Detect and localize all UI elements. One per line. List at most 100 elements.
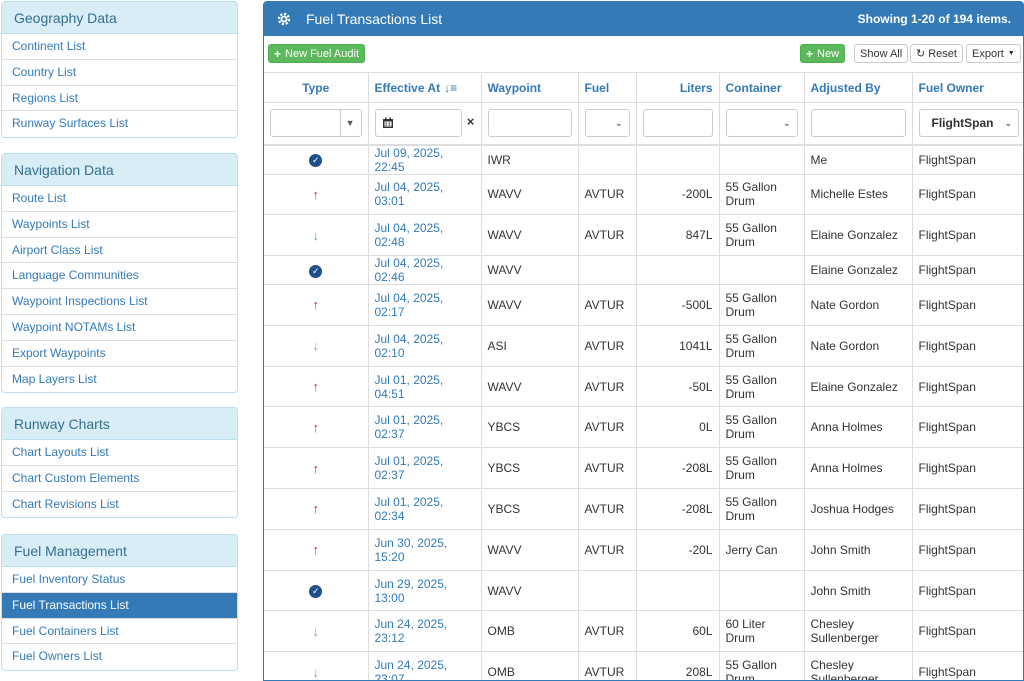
liters-cell: -200L — [636, 174, 720, 216]
column-header[interactable]: Container — [719, 72, 805, 103]
adjusted-by-cell: Elaine Gonzalez — [804, 214, 913, 257]
waypoint-cell: WAVV — [481, 255, 579, 286]
column-header[interactable]: Fuel — [578, 72, 637, 103]
sidebar-item[interactable]: Map Layers List — [12, 371, 97, 386]
adjusted-by-filter-input[interactable] — [810, 109, 906, 138]
sidebar-panel: Runway Charts Chart Layouts List Chart Cus… — [1, 407, 238, 519]
sidebar-item[interactable]: Chart Revisions List — [12, 496, 119, 511]
effective-at-cell[interactable]: Jun 24, 2025, 23:07 — [368, 651, 482, 680]
table-row[interactable]: ↓ Jul 04, 2025, 02:48 WAVV AVTUR 847L 55 Gall… — [264, 214, 1023, 257]
effective-at-cell[interactable]: Jun 24, 2025, 23:12 — [368, 610, 482, 653]
fuel-owner-cell: FlightSpan — [912, 447, 1023, 490]
type-filter-select[interactable]: ▼ — [270, 109, 362, 138]
table-row[interactable]: ↑ Jul 01, 2025, 02:37 YBCS AVTUR 0L 55 Gallon… — [264, 406, 1023, 449]
column-header-label: Fuel Owner — [918, 80, 984, 95]
arrow-up-icon: ↑ — [312, 379, 320, 395]
column-header-label: Adjusted By — [810, 80, 881, 95]
new-fuel-audit-button[interactable]: + New Fuel Audit — [268, 44, 365, 63]
fuel-owner-cell: FlightSpan — [912, 651, 1023, 680]
sidebar-item[interactable]: Regions List — [2, 86, 237, 112]
fuel-cell: AVTUR — [578, 406, 637, 449]
sidebar-item[interactable]: Fuel Containers List — [2, 619, 237, 645]
fuel-owner-cell: FlightSpan — [912, 144, 1023, 175]
sidebar-item[interactable]: Language Communities — [2, 263, 237, 290]
effective-at-cell[interactable]: Jul 04, 2025, 02:10 — [368, 325, 482, 367]
container-cell: 60 Liter Drum — [719, 610, 805, 653]
sidebar-item[interactable]: Continent List — [2, 34, 237, 60]
plus-icon: + — [806, 46, 814, 61]
effective-at-cell[interactable]: Jul 01, 2025, 02:37 — [368, 406, 482, 449]
sidebar-item[interactable]: Export Waypoints — [2, 341, 237, 367]
sidebar-item[interactable]: Route List — [2, 186, 237, 212]
table-row[interactable]: ✓ Jul 09, 2025, 22:45 IWR Me FlightSpan — [264, 144, 1023, 175]
table-row[interactable]: ↑ Jul 04, 2025, 03:01 WAVV AVTUR -200L 55 Gal… — [264, 174, 1023, 216]
audit-check-icon: ✓ — [309, 585, 323, 599]
waypoint-filter-input[interactable] — [487, 109, 572, 138]
effective-at-cell[interactable]: Jul 09, 2025, 22:45 — [368, 144, 482, 175]
sidebar-item[interactable]: Chart Layouts List — [2, 440, 237, 466]
arrow-down-icon: ↓ — [312, 338, 320, 354]
table-row[interactable]: ↓ Jun 24, 2025, 23:07 OMB AVTUR 208L 55 Gallo… — [264, 651, 1023, 680]
adjusted-by-cell: Elaine Gonzalez — [804, 255, 913, 286]
fuel-cell: AVTUR — [578, 325, 637, 367]
table-row[interactable]: ↓ Jul 04, 2025, 02:10 ASI AVTUR 1041L 55 Gall… — [264, 325, 1023, 367]
adjusted-by-cell: Anna Holmes — [804, 406, 913, 449]
effective-at-cell[interactable]: Jul 04, 2025, 02:17 — [368, 284, 482, 326]
fuel-cell: AVTUR — [578, 529, 637, 571]
sidebar-item[interactable]: Waypoints List — [2, 212, 237, 238]
column-header[interactable]: Type — [264, 72, 369, 103]
liters-filter-input[interactable] — [642, 109, 713, 138]
table-row[interactable]: ↑ Jul 04, 2025, 02:17 WAVV AVTUR -500L 55 Gal… — [264, 284, 1023, 326]
reset-button[interactable]: ↻ Reset — [910, 44, 963, 63]
effective-at-cell[interactable]: Jun 29, 2025, 13:00 — [368, 570, 482, 612]
column-header[interactable]: Fuel Owner — [912, 72, 1023, 103]
table-row[interactable]: ✓ Jul 04, 2025, 02:46 WAVV Elaine Gonzalez F… — [264, 255, 1023, 286]
sidebar-item[interactable]: Fuel Owners List — [12, 649, 103, 664]
sidebar-item[interactable]: Country List — [2, 60, 237, 86]
table-row[interactable]: ↑ Jul 01, 2025, 04:51 WAVV AVTUR -50L 55 Gall… — [264, 366, 1023, 408]
column-header[interactable]: Effective At ↓≡ — [368, 72, 482, 103]
sidebar-panel-title: Runway Charts — [2, 408, 237, 440]
show-all-button[interactable]: Show All — [854, 44, 909, 63]
sidebar-item[interactable]: Airport Class List — [2, 238, 237, 264]
table-row[interactable]: ↑ Jun 30, 2025, 15:20 WAVV AVTUR -20L Jerry C… — [264, 529, 1023, 571]
sidebar-item[interactable]: Runway Surfaces List — [12, 116, 129, 131]
sidebar-item[interactable]: Fuel Transactions List — [2, 592, 237, 619]
column-header[interactable]: Waypoint — [481, 72, 579, 103]
effective-at-cell[interactable]: Jul 04, 2025, 02:46 — [368, 255, 482, 286]
table-row[interactable]: ✓ Jun 29, 2025, 13:00 WAVV John Smith Flight… — [264, 570, 1023, 612]
clear-date-icon[interactable]: × — [466, 114, 475, 130]
new-button[interactable]: + New — [800, 44, 846, 63]
owner-filter-select[interactable]: FlightSpan ⌄ — [918, 109, 1019, 138]
table-row[interactable]: ↑ Jul 01, 2025, 02:37 YBCS AVTUR -208L 55 Gal… — [264, 447, 1023, 490]
sidebar-item[interactable]: Waypoint NOTAMs List — [2, 315, 237, 341]
effective-at-cell[interactable]: Jul 04, 2025, 02:48 — [368, 214, 482, 257]
effective-at-cell[interactable]: Jul 01, 2025, 02:34 — [368, 488, 482, 530]
plus-icon: + — [274, 46, 282, 61]
container-filter-select[interactable]: ⌄ — [725, 109, 798, 138]
date-filter-input[interactable] — [374, 109, 462, 138]
table-row[interactable]: ↓ Jun 24, 2025, 23:12 OMB AVTUR 60L 60 Liter … — [264, 610, 1023, 653]
effective-at-cell[interactable]: Jun 30, 2025, 15:20 — [368, 529, 482, 571]
table-row[interactable]: ↑ Jul 01, 2025, 02:34 YBCS AVTUR -208L 55 Gal… — [264, 488, 1023, 530]
type-filter-cell: ▼ — [264, 102, 369, 146]
fuel-filter-select[interactable]: ⌄ — [584, 109, 630, 138]
column-header[interactable]: Adjusted By — [804, 72, 913, 103]
sidebar-item[interactable]: Waypoint Inspections List — [2, 289, 237, 315]
select-divider — [339, 110, 341, 137]
export-button[interactable]: Export ▼ — [966, 44, 1021, 63]
effective-at-cell[interactable]: Jul 04, 2025, 03:01 — [368, 174, 482, 216]
sidebar-item[interactable]: Chart Custom Elements — [2, 466, 237, 492]
liters-cell — [636, 144, 720, 175]
fuel-cell: AVTUR — [578, 214, 637, 257]
effective-at-cell[interactable]: Jul 01, 2025, 04:51 — [368, 366, 482, 408]
fuel-cell: AVTUR — [578, 366, 637, 408]
liters-cell: -208L — [636, 447, 720, 490]
column-header[interactable]: Liters — [636, 72, 720, 103]
effective-at-cell[interactable]: Jul 01, 2025, 02:37 — [368, 447, 482, 490]
sidebar-item[interactable]: Fuel Inventory Status — [2, 567, 237, 593]
transactions-table: Type Effective At ↓≡ Waypoint Fuel Liters Cont… — [264, 72, 1023, 680]
container-cell: 55 Gallon Drum — [719, 447, 805, 490]
container-cell: 55 Gallon Drum — [719, 174, 805, 216]
fuel-cell: AVTUR — [578, 174, 637, 216]
